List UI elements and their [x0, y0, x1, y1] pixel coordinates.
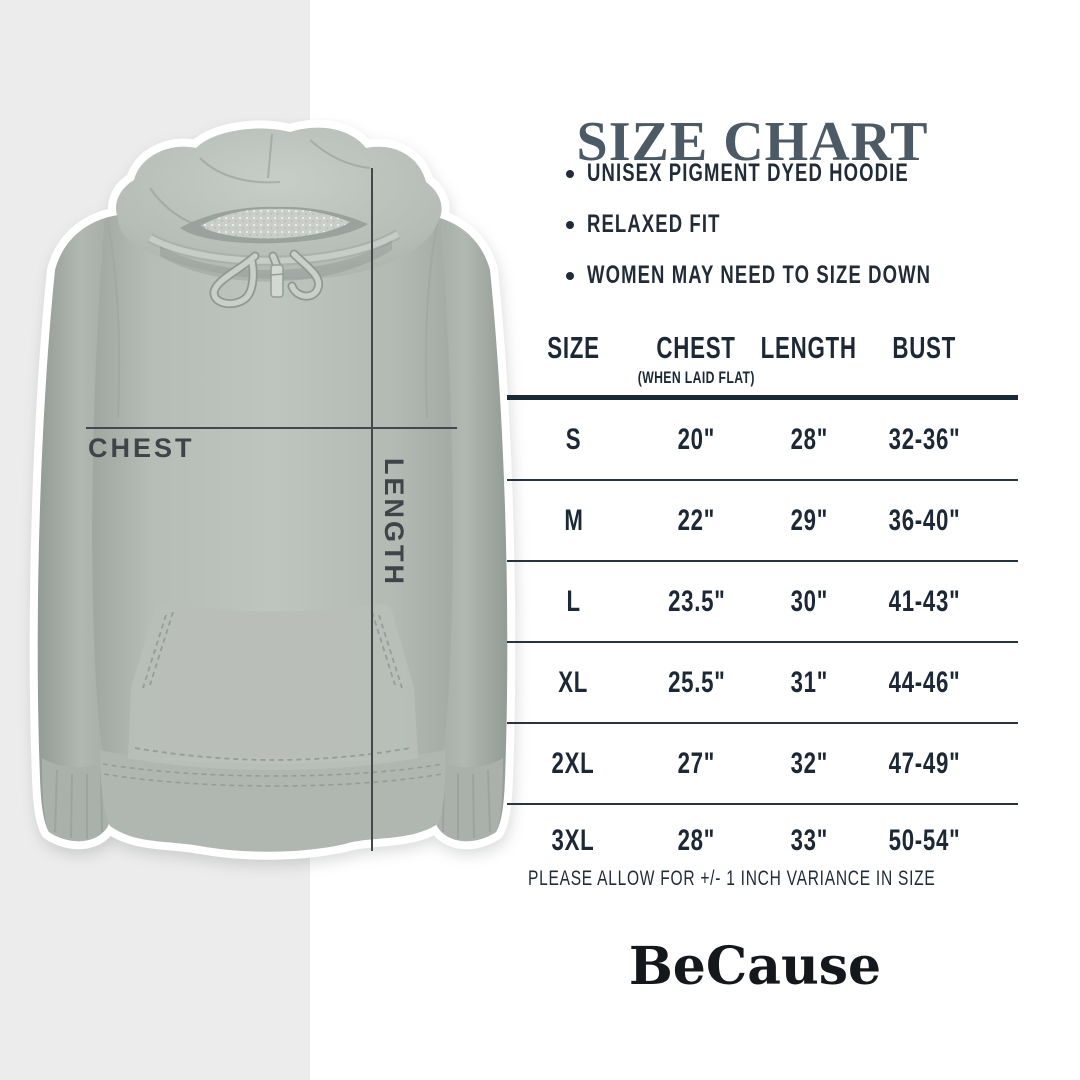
- hoodie-pocket: [128, 603, 418, 770]
- bullet-icon: [566, 271, 574, 280]
- table-row: S 20" 28" 32-36": [507, 400, 1018, 481]
- bullet-icon: [566, 169, 574, 178]
- table-row: XL 25.5" 31" 44-46": [507, 643, 1018, 724]
- table-cell: 33": [790, 824, 828, 857]
- table-cell: 31": [790, 665, 828, 699]
- header-bust: BUST: [892, 330, 957, 365]
- list-item: RELAXED FIT: [566, 199, 1052, 250]
- hoodie-drawstrings: [209, 249, 324, 309]
- hoodie-sleeves: [37, 218, 508, 842]
- table-row: L 23.5" 30" 41-43": [507, 562, 1018, 643]
- bullet-text: UNISEX PIGMENT DYED HOODIE: [587, 159, 909, 187]
- table-cell: 36-40": [888, 503, 961, 537]
- table-row: 3XL 28" 33" 50-54": [507, 805, 1018, 877]
- variance-note: PLEASE ALLOW FOR +/- 1 INCH VARIANCE IN …: [528, 867, 936, 890]
- table-cell: 32-36": [888, 422, 961, 456]
- table-cell: 25.5": [667, 665, 726, 699]
- table-cell: 29": [790, 503, 828, 537]
- brand-logo: BeCause: [628, 936, 882, 997]
- header-chest-sub: (WHEN LAID FLAT): [637, 368, 756, 387]
- bullet-text: RELAXED FIT: [587, 210, 721, 238]
- table-cell: 28": [677, 824, 716, 857]
- table-row: 2XL 27" 32" 47-49": [507, 724, 1018, 805]
- length-measure-line: [371, 168, 373, 851]
- header-chest: CHEST (WHEN LAID FLAT): [637, 330, 756, 387]
- table-header-row: SIZE CHEST (WHEN LAID FLAT) LENGTH BUST: [507, 322, 1018, 400]
- table-cell: 32": [790, 746, 828, 780]
- header-size: SIZE: [547, 330, 600, 365]
- table-cell: 50-54": [888, 824, 961, 857]
- table-cell: 20": [677, 422, 716, 456]
- table-row: M 22" 29" 36-40": [507, 481, 1018, 562]
- table-cell: 23.5": [667, 584, 726, 618]
- bullet-icon: [566, 220, 574, 229]
- table-cell: 22": [677, 503, 716, 537]
- table-cell: XL: [558, 665, 589, 699]
- page-title: SIZE CHART: [576, 110, 929, 173]
- list-item: WOMEN MAY NEED TO SIZE DOWN: [566, 250, 1052, 301]
- table-cell: 28": [790, 422, 828, 456]
- table-cell: 44-46": [888, 665, 961, 699]
- table-cell: 2XL: [552, 746, 595, 780]
- table-cell: 30": [790, 584, 828, 618]
- table-cell: S: [565, 422, 582, 456]
- list-item: UNISEX PIGMENT DYED HOODIE: [566, 148, 1052, 199]
- size-table: SIZE CHEST (WHEN LAID FLAT) LENGTH BUST …: [507, 322, 1018, 877]
- hoodie-photo: [29, 119, 516, 860]
- table-cell: 3XL: [552, 824, 595, 857]
- table-cell: 27": [677, 746, 716, 780]
- length-measure-label: LENGTH: [379, 458, 409, 587]
- table-cell: 47-49": [888, 746, 961, 780]
- table-cell: M: [563, 503, 584, 537]
- bullet-text: WOMEN MAY NEED TO SIZE DOWN: [587, 261, 932, 289]
- table-cell: L: [566, 584, 581, 618]
- table-cell: 41-43": [888, 584, 961, 618]
- chest-measure-line: [86, 427, 457, 429]
- header-length: LENGTH: [760, 330, 858, 365]
- chest-measure-label: CHEST: [88, 433, 195, 463]
- feature-bullets: UNISEX PIGMENT DYED HOODIE RELAXED FIT W…: [566, 148, 1052, 301]
